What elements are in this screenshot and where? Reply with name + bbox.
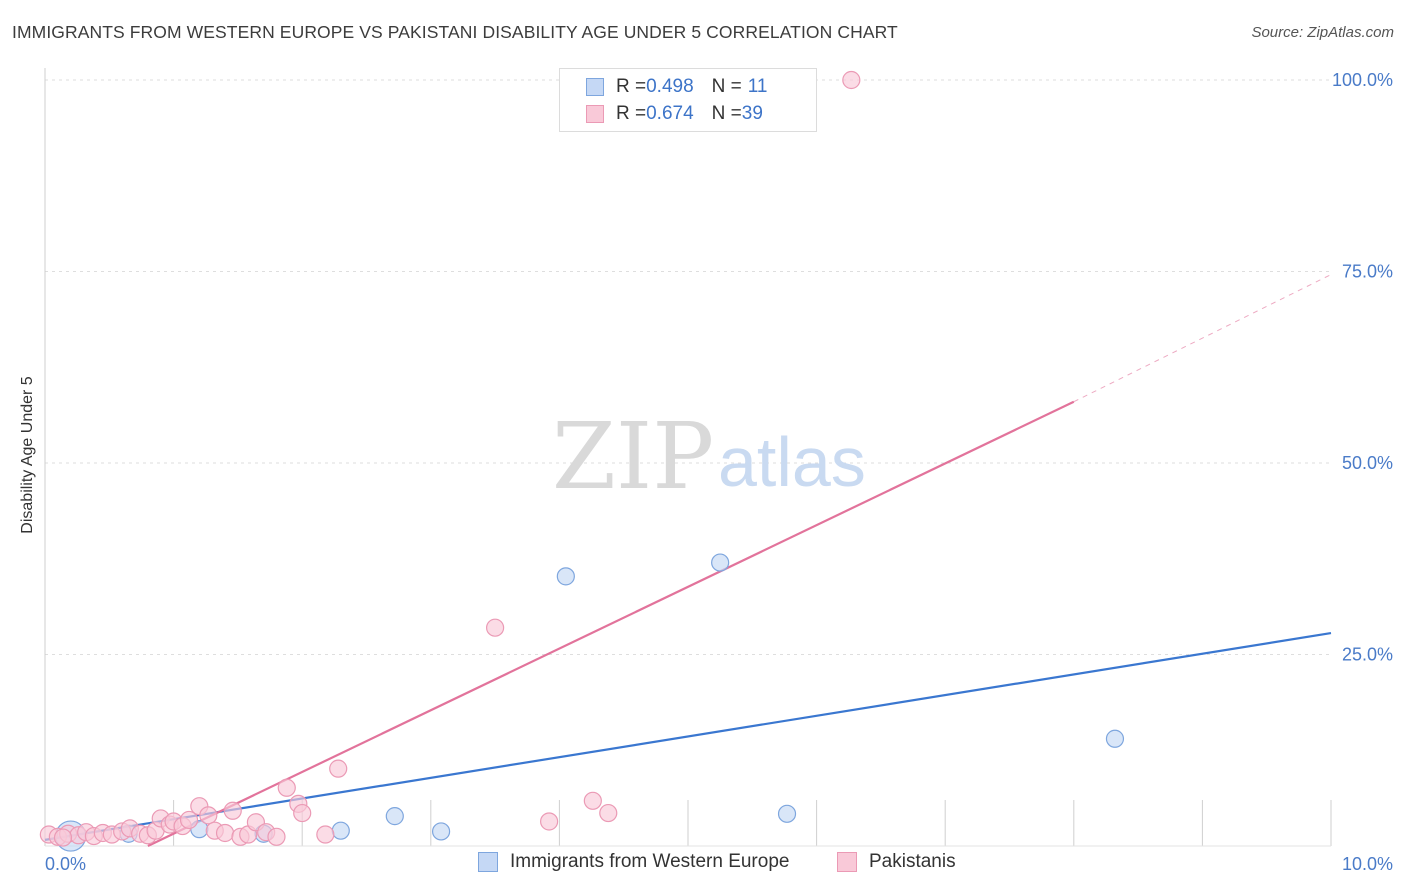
- pink-data-point: [223, 801, 242, 820]
- tick-labels: 25.0% 50.0% 75.0% 100.0% 0.0% 10.0%: [45, 70, 1393, 874]
- y-tick-label: 100.0%: [1332, 70, 1393, 90]
- data-points: [39, 70, 1125, 852]
- pink-data-point: [329, 759, 348, 778]
- pink-data-point: [842, 70, 861, 90]
- blue-data-point: [711, 553, 730, 572]
- pink-data-point: [215, 823, 235, 843]
- legend-swatch-pink: [586, 105, 604, 123]
- pink-data-point: [199, 806, 218, 825]
- watermark-zip: ZIP: [552, 403, 714, 510]
- blue-data-point: [385, 807, 404, 826]
- watermark-atlas: atlas: [718, 423, 866, 501]
- x-tick-label: 10.0%: [1342, 854, 1393, 874]
- legend-n-label: N =: [711, 76, 742, 97]
- source-label: Source: ZipAtlas.com: [1251, 24, 1394, 41]
- pink-data-point: [179, 810, 199, 830]
- pink-trend-line: [147, 400, 1075, 847]
- pink-data-point: [599, 803, 618, 823]
- pink-data-point: [486, 618, 505, 637]
- bottom-legend-swatch-pink: [837, 852, 857, 872]
- legend-swatch-blue: [586, 78, 604, 96]
- blue-data-point: [777, 804, 797, 823]
- legend-r-value: 0.498: [646, 76, 694, 97]
- legend-r-value: 0.674: [646, 103, 694, 124]
- legend: R = 0.498 N = 11 R = 0.674 N = 39: [559, 68, 817, 132]
- legend-n-label: N =: [711, 103, 742, 124]
- pink-data-point: [53, 828, 73, 847]
- pink-data-point: [316, 825, 335, 844]
- blue-data-point: [331, 821, 350, 840]
- pink-data-point: [277, 778, 296, 797]
- pink-trend-extension: [1073, 274, 1332, 403]
- legend-r-label: R =: [616, 103, 647, 124]
- legend-n-value: 39: [741, 103, 763, 124]
- pink-data-point: [583, 791, 602, 810]
- y-tick-label: 25.0%: [1342, 645, 1393, 665]
- blue-data-point: [1105, 729, 1125, 748]
- legend-n-value: 11: [747, 76, 768, 97]
- bottom-legend-western-europe: Immigrants from Western Europe: [478, 851, 789, 873]
- bottom-legend-swatch-blue: [478, 852, 498, 872]
- legend-row-pakistanis: R = 0.674 N = 39: [586, 102, 763, 126]
- pink-data-point: [540, 812, 559, 831]
- gridlines: [44, 68, 1332, 847]
- chart-title: IMMIGRANTS FROM WESTERN EUROPE VS PAKIST…: [12, 22, 898, 42]
- trend-lines: [44, 274, 1332, 847]
- bottom-legend-label: Pakistanis: [869, 851, 956, 872]
- blue-data-point: [556, 567, 575, 586]
- bottom-legend-pakistanis: Pakistanis: [837, 851, 956, 873]
- x-tick-label: 0.0%: [45, 854, 86, 874]
- blue-trend-line: [44, 631, 1332, 841]
- pink-data-point: [267, 827, 286, 846]
- legend-r-label: R =: [616, 76, 647, 97]
- y-tick-label: 50.0%: [1342, 453, 1393, 473]
- pink-data-point: [293, 803, 312, 823]
- bottom-legend-label: Immigrants from Western Europe: [510, 851, 790, 872]
- legend-row-western-europe: R = 0.498 N = 11: [586, 75, 768, 99]
- blue-data-point: [431, 822, 451, 841]
- y-tick-label: 75.0%: [1342, 262, 1393, 282]
